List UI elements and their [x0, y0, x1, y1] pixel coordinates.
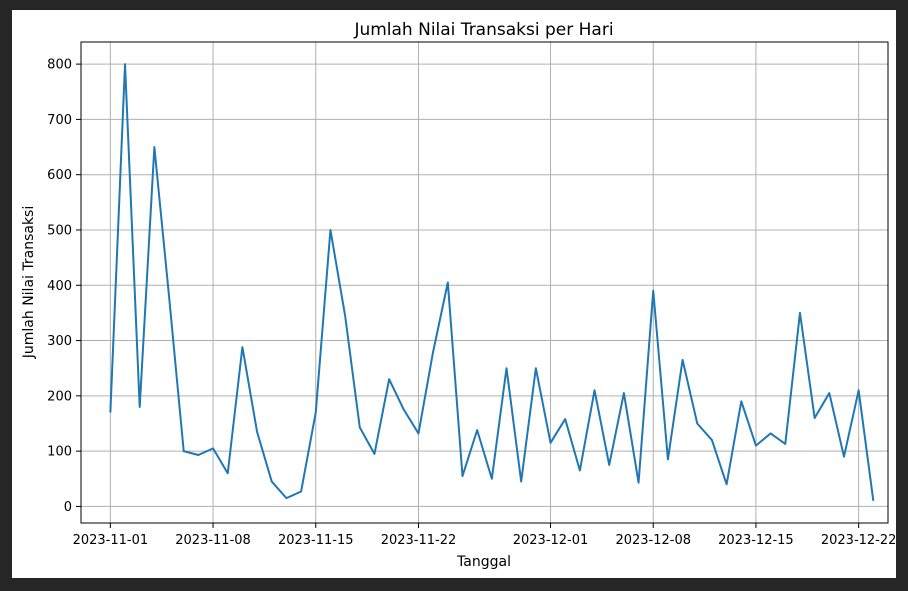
data-point [212, 448, 213, 449]
data-point [785, 443, 786, 444]
data-point [168, 296, 169, 297]
x-tick-label: 2023-11-08 [175, 533, 251, 548]
data-point [770, 433, 771, 434]
data-point [462, 475, 463, 476]
data-point [345, 315, 346, 316]
data-point [814, 417, 815, 418]
x-tick-label: 2023-11-22 [381, 533, 457, 548]
data-point [139, 406, 140, 407]
data-point [682, 359, 683, 360]
y-tick-label: 600 [47, 168, 72, 183]
plot-frame [80, 41, 889, 524]
data-point [374, 453, 375, 454]
y-axis-label: Jumlah Nilai Transaksi [21, 206, 37, 359]
data-point [843, 456, 844, 457]
data-point [433, 351, 434, 352]
data-point [477, 430, 478, 431]
data-point [726, 484, 727, 485]
data-point [653, 290, 654, 291]
x-axis-label: Tanggal [456, 554, 511, 570]
data-point [110, 412, 111, 413]
data-point [711, 439, 712, 440]
x-tick-label: 2023-11-15 [278, 533, 354, 548]
data-point [799, 312, 800, 313]
x-tick-label: 2023-12-22 [821, 533, 896, 548]
data-point [741, 401, 742, 402]
grid [81, 42, 888, 523]
y-tick-label: 400 [47, 279, 72, 294]
data-point [506, 368, 507, 369]
y-tick-label: 300 [47, 334, 72, 349]
data-point [638, 482, 639, 483]
chart-title: Jumlah Nilai Transaksi per Hari [353, 20, 613, 40]
x-tick-label: 2023-11-01 [73, 533, 149, 548]
ticks: 2023-11-01 2023-11-08 2023-11-15 2023-11-22… [47, 58, 896, 548]
data-point [829, 392, 830, 393]
data-point [286, 498, 287, 499]
data-point [242, 347, 243, 348]
y-tick-label: 800 [47, 58, 72, 73]
data-point [550, 442, 551, 443]
y-tick-label: 200 [47, 389, 72, 404]
data-point [858, 390, 859, 391]
data-point [594, 390, 595, 391]
data-point [124, 64, 125, 65]
line-chart: Jumlah Nilai Transaksi per Hari 2023-11-… [21, 20, 896, 570]
y-tick-label: 500 [47, 223, 72, 238]
data-point [403, 409, 404, 410]
data-point [447, 282, 448, 283]
data-point [256, 431, 257, 432]
y-tick-label: 700 [47, 113, 72, 128]
data-point [755, 445, 756, 446]
data-point [330, 229, 331, 230]
x-tick-label: 2023-12-01 [513, 533, 589, 548]
series-layer [109, 63, 875, 502]
data-point [579, 470, 580, 471]
data-point [198, 454, 199, 455]
data-point [535, 368, 536, 369]
y-tick-label: 100 [47, 445, 72, 460]
data-point [154, 146, 155, 147]
data-point [315, 412, 316, 413]
data-point [565, 418, 566, 419]
data-point [697, 423, 698, 424]
data-point [873, 500, 874, 501]
data-point [300, 491, 301, 492]
data-point [667, 459, 668, 460]
data-point [183, 451, 184, 452]
data-point [521, 481, 522, 482]
data-point [418, 433, 419, 434]
data-point [623, 392, 624, 393]
data-point [389, 379, 390, 380]
y-tick-label: 0 [64, 500, 72, 515]
data-point [359, 427, 360, 428]
data-point [271, 481, 272, 482]
x-tick-label: 2023-12-15 [718, 533, 794, 548]
chart-figure: Jumlah Nilai Transaksi per Hari 2023-11-… [12, 10, 896, 578]
data-point [609, 464, 610, 465]
series-line [109, 63, 875, 502]
data-point [491, 478, 492, 479]
data-point [227, 473, 228, 474]
x-tick-label: 2023-12-08 [615, 533, 691, 548]
